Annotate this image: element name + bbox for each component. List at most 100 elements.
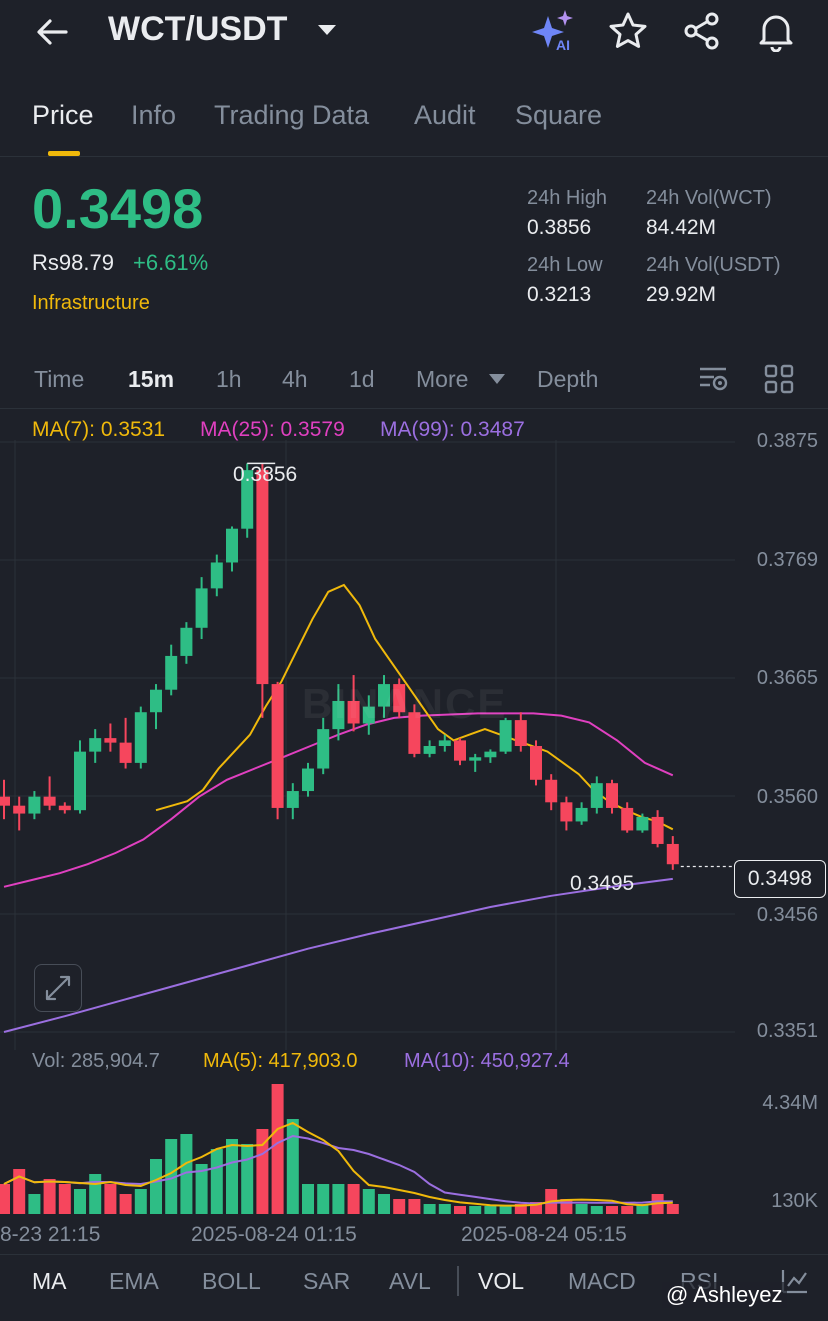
indicator-ema[interactable]: EMA [109, 1268, 159, 1294]
candle-up [89, 738, 102, 752]
last-price-label: 0.3498 [734, 860, 826, 898]
fiat-price: Rs98.79 [32, 250, 114, 275]
volume-bar-up [590, 1206, 603, 1214]
volume-bar-up [423, 1204, 436, 1214]
volume-bar-up [636, 1204, 649, 1214]
volume-bar-down [621, 1206, 634, 1214]
indicator-avl[interactable]: AVL [389, 1268, 431, 1294]
volume-bar-up [317, 1184, 330, 1214]
more-chevron-icon[interactable] [488, 372, 506, 384]
time-axis-label: 2025-08-24 05:15 [461, 1223, 627, 1246]
tab-price[interactable]: Price [32, 100, 94, 130]
share-icon[interactable] [682, 11, 722, 51]
volume-bar-up [286, 1119, 299, 1214]
tab-info[interactable]: Info [131, 100, 177, 130]
volume-ma5-line [3, 1121, 673, 1207]
candle-up [575, 807, 588, 822]
candle-down [58, 805, 71, 811]
divider [0, 156, 828, 157]
tf-depth[interactable]: Depth [537, 366, 599, 392]
volume-bar-up [484, 1206, 497, 1214]
tf-1h[interactable]: 1h [216, 366, 242, 392]
tab-audit[interactable]: Audit [414, 100, 476, 130]
tf-4h[interactable]: 4h [282, 366, 308, 392]
vol-quote-label: 24h Vol(USDT) [646, 254, 781, 276]
candle-up [74, 751, 86, 811]
candle-up [590, 783, 603, 808]
vol-base-value: 84.42M [646, 216, 717, 239]
volume-bar-up [150, 1159, 162, 1214]
volume-bar-up [165, 1139, 178, 1214]
volume-bar-up [499, 1206, 512, 1214]
bell-icon[interactable] [756, 10, 796, 53]
candle-up [484, 751, 497, 758]
tab-trading-data[interactable]: Trading Data [214, 100, 370, 130]
volume-bar-down [666, 1204, 679, 1214]
ma7-legend: MA(7): 0.3531 [32, 418, 166, 441]
vol-base-label: 24h Vol(WCT) [646, 187, 772, 209]
indicator-ma[interactable]: MA [32, 1268, 67, 1294]
candle-down [514, 720, 527, 747]
candle-up [469, 757, 482, 761]
divider [457, 1266, 459, 1296]
candlestick-chart[interactable] [0, 440, 828, 1050]
chart-watermark: BINANCE [302, 680, 508, 727]
candle-down [104, 738, 117, 743]
candle-up [226, 528, 238, 563]
tf-time[interactable]: Time [34, 366, 85, 392]
volume-axis-label: 130K [771, 1190, 818, 1212]
candle-down [606, 783, 618, 808]
indicator-sar[interactable]: SAR [303, 1268, 351, 1294]
pair-title[interactable]: WCT/USDT [108, 10, 288, 48]
candle-down [393, 684, 406, 713]
layout-grid-icon[interactable] [764, 364, 794, 394]
candle-down [408, 712, 421, 754]
volume-bar-down [271, 1084, 284, 1214]
volume-bar-down [256, 1129, 269, 1214]
price-change: +6.61% [133, 250, 209, 275]
candle-down [651, 816, 664, 844]
candle-down [545, 779, 558, 803]
volume-bar-up [180, 1134, 193, 1214]
time-axis-label: 8-23 21:15 [0, 1223, 101, 1246]
candle-down [0, 796, 10, 806]
expand-icon[interactable] [34, 964, 82, 1012]
tab-square[interactable]: Square [515, 100, 603, 130]
back-arrow-icon[interactable] [34, 14, 70, 50]
volume-bar-up [438, 1204, 451, 1214]
candle-up [438, 740, 451, 747]
indicator-boll[interactable]: BOLL [202, 1268, 261, 1294]
candle-down [621, 807, 634, 831]
volume-bar-down [514, 1204, 527, 1214]
star-icon[interactable] [608, 11, 648, 51]
candle-down [347, 700, 360, 724]
high-label: 24h High [527, 187, 608, 209]
indicator-vol[interactable]: VOL [478, 1268, 525, 1294]
volume-ma10-legend: MA(10): 450,927.4 [404, 1050, 570, 1072]
ma99-line [3, 877, 673, 1033]
price-axis-label: 0.3769 [756, 549, 818, 571]
volume-bar-down [393, 1199, 406, 1214]
chart-settings-icon[interactable] [698, 364, 730, 394]
candle-up [636, 816, 649, 831]
candle-up [165, 655, 178, 690]
candle-up [302, 768, 314, 792]
volume-bar-down [13, 1169, 26, 1214]
candle-down [271, 684, 284, 808]
price-axis-label: 0.3351 [756, 1020, 818, 1042]
chevron-down-icon[interactable] [316, 22, 338, 38]
category-tag[interactable]: Infrastructure [32, 292, 150, 314]
low-label: 24h Low [527, 254, 603, 276]
candle-up [150, 689, 162, 713]
ma7-line [155, 583, 674, 831]
tf-more[interactable]: More [416, 366, 469, 392]
ma25-legend: MA(25): 0.3579 [200, 418, 345, 441]
indicator-macd[interactable]: MACD [568, 1268, 636, 1294]
candle-up [499, 720, 512, 752]
svg-text:AI: AI [556, 37, 570, 52]
ai-sparkle-icon[interactable]: AI [532, 10, 578, 53]
tf-15m[interactable]: 15m [128, 366, 175, 392]
tf-1d[interactable]: 1d [349, 366, 375, 392]
time-axis-label: 2025-08-24 01:15 [191, 1223, 357, 1246]
candle-down [13, 805, 26, 814]
